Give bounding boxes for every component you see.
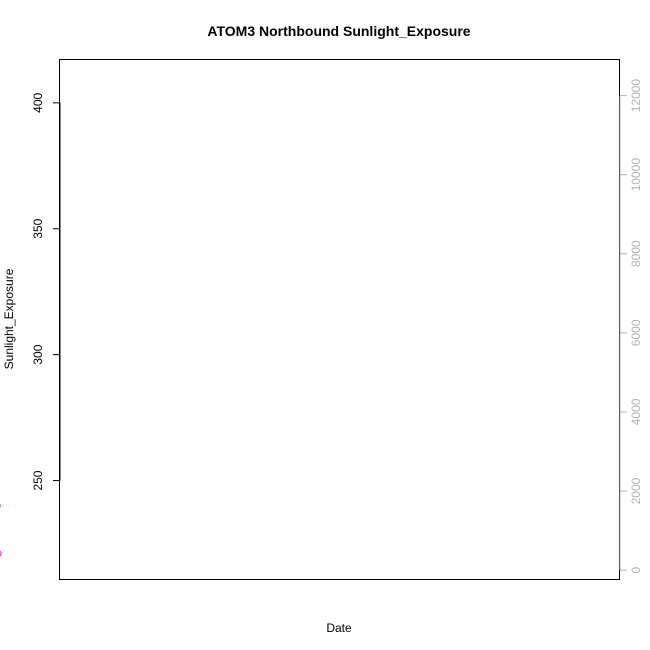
data-point — [0, 550, 2, 557]
y2-tick-label: 4000 — [629, 398, 643, 425]
y2-tick-label: 12000 — [629, 79, 643, 113]
x-axis-label: Date — [326, 621, 352, 635]
y-axis-label: Sunlight_Exposure — [2, 268, 16, 369]
y-tick-label: 400 — [31, 92, 45, 112]
y2-tick-label: 8000 — [629, 240, 643, 267]
y-tick-label: 300 — [31, 344, 45, 364]
series-group-5 — [0, 503, 2, 557]
y2-tick-label: 2000 — [629, 477, 643, 504]
y2-tick-label: 0 — [629, 566, 643, 573]
chart-title: ATOM3 Northbound Sunlight_Exposure — [207, 23, 470, 39]
y2-tick-label: 10000 — [629, 158, 643, 192]
plot-frame — [59, 59, 620, 580]
y-tick-label: 350 — [31, 218, 45, 238]
y2-tick-label: 6000 — [629, 319, 643, 346]
y-axis-right: 0 2000 4000 6000 8000 10000 12000 — [619, 79, 643, 573]
plot-area — [0, 503, 2, 557]
y-axis-left: 250 300 350 400 — [31, 92, 61, 491]
y-tick-label: 250 — [31, 470, 45, 490]
